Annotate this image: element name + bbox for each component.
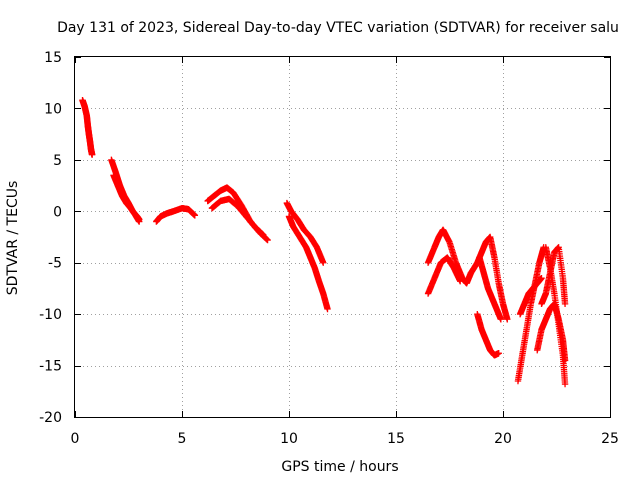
series-arc11 (467, 233, 511, 323)
series-arc6 (208, 195, 267, 239)
x-tick-labels: 0 5 10 15 20 25 (71, 431, 619, 447)
x-tick-label: 10 (280, 431, 298, 447)
series-arc10 (424, 254, 464, 297)
series-arc1 (79, 97, 96, 158)
data-point (457, 278, 464, 285)
data-point (191, 212, 199, 219)
axis-ticks (75, 57, 611, 418)
y-tick-label: 10 (44, 101, 62, 117)
grid-lines (75, 57, 610, 417)
data-point (538, 274, 545, 282)
data-point (324, 305, 331, 313)
y-tick-label: 15 (44, 50, 62, 66)
y-tick-label: -15 (39, 359, 62, 375)
chart-title: Day 131 of 2023, Sidereal Day-to-day VTE… (57, 20, 619, 36)
data-points (79, 97, 569, 388)
series-arc12 (474, 310, 502, 359)
y-tick-label: 0 (53, 204, 62, 220)
plot-frame (74, 56, 611, 418)
x-tick-label: 25 (601, 431, 619, 447)
y-axis-label: SDTVAR / TECUs (5, 181, 21, 296)
y-tick-label: -20 (39, 410, 62, 426)
data-point (320, 259, 327, 266)
data-point (561, 300, 569, 308)
data-point (561, 380, 569, 388)
x-tick-label: 15 (387, 431, 405, 447)
series-arc13 (476, 254, 505, 323)
y-tick-label: -5 (48, 256, 62, 272)
series-arc2 (108, 156, 143, 223)
y-tick-label: -10 (39, 307, 62, 323)
data-point (504, 316, 511, 323)
series-arc4 (153, 205, 199, 225)
y-tick-label: 5 (53, 153, 62, 169)
series-arc15 (516, 274, 545, 318)
y-tick-labels: -20 -15 -10 -5 0 5 10 15 (39, 50, 62, 426)
series-arc3 (110, 172, 143, 225)
series-arc7 (285, 213, 331, 313)
x-tick-label: 20 (494, 431, 512, 447)
x-tick-label: 5 (178, 431, 187, 447)
data-point (260, 231, 267, 239)
data-point (495, 350, 502, 357)
data-point (264, 236, 271, 244)
series-arc9 (424, 226, 475, 287)
data-point (136, 218, 143, 225)
x-axis-label: GPS time / hours (281, 459, 398, 475)
data-point (561, 357, 569, 364)
series-arc8 (283, 199, 327, 266)
series-arc18 (534, 300, 569, 364)
data-point (497, 316, 505, 323)
x-tick-label: 0 (71, 431, 80, 447)
data-point (88, 151, 96, 158)
